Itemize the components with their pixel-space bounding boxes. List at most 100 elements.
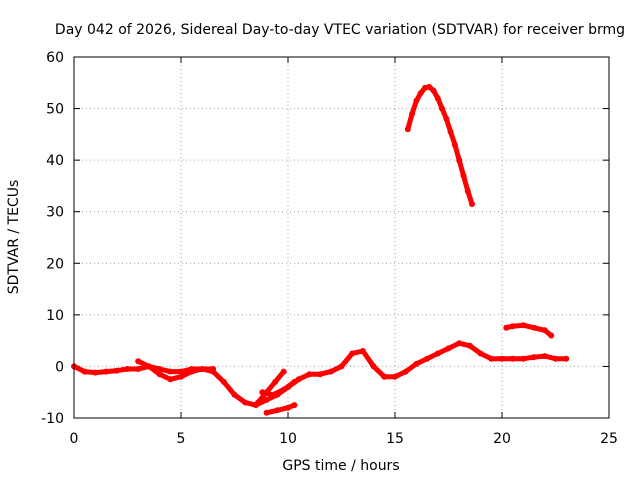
data-point-right-segment — [531, 324, 538, 331]
data-point-main-track — [488, 355, 495, 362]
y-tick-label: 20 — [46, 256, 64, 272]
data-point-main-track — [92, 369, 99, 376]
data-point-main-track — [563, 355, 570, 362]
data-point-main-track — [359, 348, 366, 354]
data-point-arc — [409, 110, 416, 117]
data-point-arc — [430, 87, 437, 94]
data-point-main-track — [381, 373, 388, 380]
data-point-main-track — [434, 350, 441, 357]
data-point-right-segment — [548, 332, 555, 339]
series-line-short-rise — [255, 369, 287, 405]
data-point-dip-branch — [280, 386, 287, 393]
data-point-short-rise — [255, 399, 261, 406]
data-point-secondary-track — [167, 376, 174, 383]
data-point-arc — [447, 128, 454, 135]
data-point-main-track — [338, 363, 345, 370]
data-point-secondary-track — [188, 368, 195, 375]
y-tick-label: -10 — [41, 411, 64, 427]
data-point-main-track — [456, 340, 463, 347]
data-point-secondary-track — [199, 366, 206, 372]
data-point-right-segment — [503, 324, 510, 331]
x-tick-label: 0 — [70, 431, 79, 447]
data-point-arc — [417, 90, 424, 97]
y-tick-label: 50 — [46, 102, 64, 118]
data-point-main-track — [477, 350, 484, 357]
data-point-short-rise — [263, 389, 270, 396]
data-point-main-track — [263, 396, 270, 403]
series-line-low-segment — [264, 402, 297, 416]
data-point-main-track — [327, 368, 334, 375]
tick-layer: 0 5 10 15 20 25 -10 0 10 20 30 40 50 60 — [41, 50, 618, 447]
data-point-main-track — [167, 368, 174, 375]
y-tick-label: 60 — [46, 50, 64, 66]
data-point-main-track — [499, 355, 505, 362]
data-point-dip-branch — [270, 391, 276, 398]
data-point-arc — [464, 188, 471, 195]
data-point-main-track — [541, 353, 548, 360]
data-point-arc — [439, 105, 446, 112]
data-point-short-rise — [272, 378, 279, 385]
data-point-main-track — [531, 354, 538, 361]
x-tick-label: 10 — [279, 431, 297, 447]
data-point-low-segment — [291, 402, 298, 409]
data-point-main-track — [242, 399, 249, 406]
data-point-main-track — [392, 373, 398, 380]
data-point-main-track — [317, 371, 324, 378]
chart-title: Day 042 of 2026, Sidereal Day-to-day VTE… — [55, 22, 625, 38]
data-point-main-track — [445, 345, 452, 352]
data-point-main-track — [370, 363, 377, 370]
data-point-right-segment — [509, 323, 516, 330]
data-point-secondary-track — [156, 371, 163, 378]
data-point-low-segment — [263, 409, 270, 416]
data-point-right-segment — [520, 322, 527, 329]
data-point-right-segment — [541, 327, 548, 334]
data-point-main-track — [520, 355, 527, 362]
data-point-secondary-track — [145, 363, 152, 370]
y-axis-label: SDTVAR / TECUs — [6, 180, 22, 295]
plot-frame — [73, 56, 610, 419]
data-point-main-track — [424, 355, 431, 362]
data-point-main-track — [113, 367, 120, 374]
data-point-main-track — [81, 368, 88, 375]
series-line-arc — [405, 84, 475, 207]
data-point-main-track — [306, 371, 313, 378]
data-point-arc — [443, 115, 450, 122]
data-point-arc — [426, 83, 433, 90]
y-tick-label: 40 — [46, 153, 64, 169]
data-point-arc — [434, 95, 441, 102]
data-point-main-track — [509, 355, 516, 362]
data-point-main-track — [552, 355, 559, 362]
data-point-main-track — [178, 368, 184, 375]
x-tick-label: 5 — [177, 431, 186, 447]
data-point-arc — [413, 97, 420, 104]
data-point-arc — [404, 126, 411, 133]
data-point-arc — [451, 141, 458, 148]
x-tick-label: 20 — [493, 431, 511, 447]
data-point-main-track — [103, 368, 110, 375]
x-tick-label: 25 — [600, 431, 618, 447]
data-point-main-track — [466, 342, 473, 349]
x-tick-label: 15 — [386, 431, 404, 447]
data-point-arc — [469, 201, 475, 207]
data-point-main-track — [295, 376, 302, 383]
data-point-arc — [456, 157, 463, 164]
y-tick-label: 30 — [46, 205, 64, 221]
data-point-low-segment — [274, 407, 281, 414]
data-point-dip-branch — [291, 378, 298, 385]
data-point-low-segment — [285, 404, 291, 411]
data-point-short-rise — [280, 368, 287, 375]
data-point-main-track — [413, 360, 420, 367]
data-point-main-track — [124, 366, 131, 372]
data-point-main-track — [135, 366, 142, 372]
data-point-main-track — [231, 391, 238, 398]
series-layer — [71, 83, 570, 416]
data-point-secondary-track — [210, 366, 217, 372]
y-tick-label: 0 — [55, 359, 64, 375]
x-axis-label: GPS time / hours — [282, 458, 399, 474]
data-point-main-track — [402, 368, 409, 375]
data-point-arc — [460, 172, 467, 179]
data-point-main-track — [220, 378, 227, 385]
y-tick-label: 10 — [46, 308, 64, 324]
